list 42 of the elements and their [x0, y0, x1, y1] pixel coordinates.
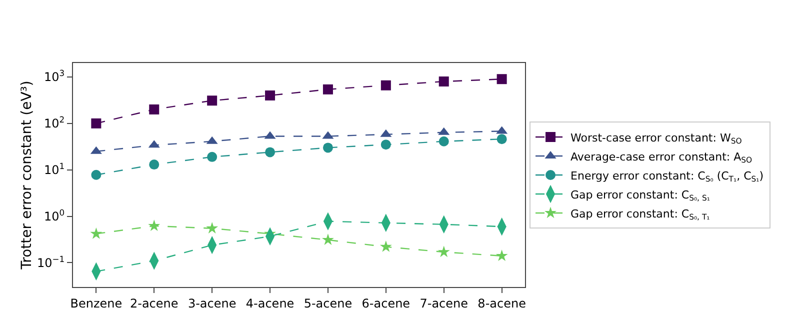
- x-tick-label: 3-acene: [188, 296, 236, 310]
- point: [380, 240, 392, 252]
- y-tick-label: 10$^{1}$: [44, 161, 65, 178]
- legend-label: Worst-case error constant: W$_{SO}$: [570, 131, 742, 146]
- point: [265, 90, 276, 100]
- y-tick-label: 10$^{0}$: [44, 207, 65, 224]
- point: [438, 246, 450, 258]
- point: [322, 142, 333, 153]
- point: [90, 227, 102, 239]
- x-tick-label: 7-acene: [420, 296, 468, 310]
- x-tick-label: 6-acene: [362, 296, 410, 310]
- x-tick-label: 2-acene: [130, 296, 178, 310]
- point: [438, 76, 449, 86]
- y-tick-label: 10$^{2}$: [44, 114, 65, 131]
- point: [380, 140, 391, 150]
- point: [380, 80, 391, 90]
- point: [207, 96, 218, 106]
- point: [322, 84, 333, 94]
- x-tick-label: Benzene: [70, 296, 122, 310]
- x-tick-label: 4-acene: [246, 296, 294, 310]
- y-tick-label: 10$^{3}$: [44, 68, 65, 84]
- x-tick-label: 5-acene: [304, 296, 352, 310]
- point: [148, 220, 160, 232]
- point: [265, 147, 276, 158]
- point: [91, 170, 102, 180]
- point: [496, 250, 508, 262]
- legend-label: Average-case error constant: A$_{SO}$: [570, 150, 752, 165]
- y-axis-title: Trotter error constant (eV³): [18, 80, 35, 270]
- x-tick-label: 8-acene: [478, 296, 526, 310]
- point: [149, 160, 160, 170]
- y-tick-label: 10$^{−1}$: [36, 254, 65, 270]
- point: [91, 118, 102, 128]
- point: [322, 234, 334, 245]
- legend-label: Gap error constant: C$_{S₀, S₁}$: [570, 188, 710, 203]
- legend-label: Gap error constant: C$_{S₀, T₁}$: [570, 207, 710, 222]
- point: [206, 222, 218, 234]
- point: [438, 136, 449, 146]
- point: [496, 74, 507, 84]
- point: [496, 134, 507, 144]
- point: [207, 152, 218, 162]
- point: [149, 104, 160, 114]
- legend-label: Energy error constant: C$_{S₀}$ (C$_{T₁}$, C$_{S₁}$): [570, 169, 764, 184]
